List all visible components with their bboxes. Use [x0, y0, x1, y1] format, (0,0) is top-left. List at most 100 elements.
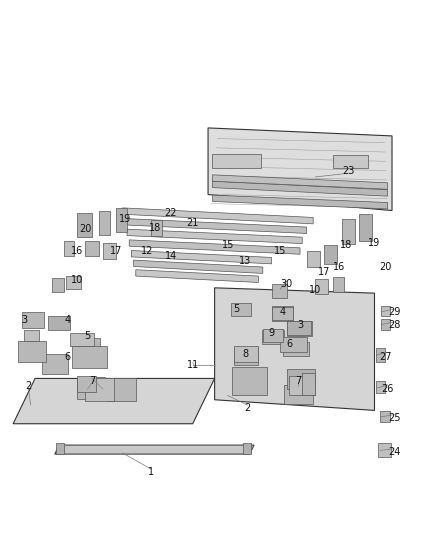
Text: 22: 22 [165, 208, 177, 218]
Polygon shape [324, 245, 337, 264]
Polygon shape [55, 445, 254, 454]
Text: 2: 2 [244, 403, 251, 413]
Polygon shape [212, 175, 388, 189]
Polygon shape [315, 279, 328, 294]
Polygon shape [272, 306, 293, 321]
Polygon shape [151, 220, 162, 236]
Text: 15: 15 [274, 246, 286, 255]
Polygon shape [77, 338, 100, 353]
Polygon shape [359, 214, 372, 241]
Polygon shape [212, 195, 388, 209]
Polygon shape [234, 346, 258, 362]
Polygon shape [99, 211, 110, 235]
Text: 16: 16 [71, 246, 83, 255]
Text: 20: 20 [79, 224, 92, 234]
Polygon shape [232, 367, 267, 395]
Polygon shape [42, 354, 68, 374]
Polygon shape [77, 213, 92, 237]
Text: 7: 7 [295, 376, 301, 386]
Polygon shape [376, 348, 385, 362]
Text: 8: 8 [242, 350, 248, 359]
Text: 29: 29 [388, 307, 400, 317]
Polygon shape [287, 321, 311, 335]
Polygon shape [77, 376, 96, 392]
Polygon shape [48, 316, 70, 330]
Polygon shape [131, 251, 272, 264]
Polygon shape [123, 208, 313, 224]
Text: 28: 28 [388, 320, 400, 330]
Text: 12: 12 [141, 246, 153, 255]
Polygon shape [127, 229, 302, 244]
Text: 15: 15 [222, 240, 234, 250]
Text: 7: 7 [89, 376, 95, 386]
Polygon shape [262, 330, 284, 344]
Text: 18: 18 [149, 223, 162, 233]
Polygon shape [13, 378, 215, 424]
Polygon shape [378, 443, 391, 457]
Polygon shape [212, 154, 261, 168]
Polygon shape [289, 376, 315, 395]
Text: 26: 26 [381, 384, 394, 394]
Polygon shape [24, 330, 39, 341]
Polygon shape [342, 219, 355, 244]
Text: 3: 3 [297, 320, 303, 330]
Text: 14: 14 [165, 251, 177, 261]
Text: 1: 1 [148, 467, 154, 477]
Text: 21: 21 [187, 218, 199, 228]
Polygon shape [231, 303, 251, 316]
Polygon shape [208, 128, 392, 211]
Polygon shape [333, 277, 344, 292]
Text: 9: 9 [268, 328, 275, 338]
Text: 4: 4 [279, 307, 286, 317]
Text: 19: 19 [119, 214, 131, 223]
Polygon shape [234, 348, 258, 365]
Text: 13: 13 [239, 256, 251, 266]
Polygon shape [381, 306, 390, 316]
Polygon shape [280, 337, 307, 352]
Text: 10: 10 [71, 275, 83, 285]
Polygon shape [107, 378, 136, 401]
Text: 18: 18 [340, 240, 352, 250]
Polygon shape [215, 288, 374, 410]
Text: 6: 6 [65, 352, 71, 362]
Text: 27: 27 [379, 352, 392, 362]
Polygon shape [333, 155, 368, 168]
Polygon shape [287, 321, 312, 336]
Polygon shape [287, 369, 315, 389]
Polygon shape [272, 307, 293, 320]
Text: 4: 4 [65, 315, 71, 325]
Polygon shape [134, 260, 263, 273]
Polygon shape [307, 251, 320, 266]
Polygon shape [381, 319, 390, 330]
Polygon shape [376, 381, 385, 393]
Polygon shape [22, 312, 44, 328]
Polygon shape [283, 342, 309, 356]
Polygon shape [70, 333, 94, 346]
Polygon shape [284, 385, 313, 404]
Polygon shape [77, 377, 105, 399]
Text: 2: 2 [25, 382, 32, 391]
Polygon shape [263, 329, 283, 342]
Text: 3: 3 [21, 315, 27, 325]
Polygon shape [103, 243, 116, 259]
Polygon shape [85, 378, 114, 401]
Polygon shape [18, 341, 46, 362]
Polygon shape [52, 278, 64, 292]
Text: 5: 5 [233, 304, 240, 314]
Text: 20: 20 [379, 262, 392, 271]
Polygon shape [380, 411, 390, 422]
Text: 24: 24 [388, 447, 400, 457]
Text: 11: 11 [187, 360, 199, 370]
Polygon shape [212, 181, 388, 196]
Polygon shape [129, 240, 300, 254]
Polygon shape [85, 241, 99, 256]
Polygon shape [66, 276, 81, 289]
Text: 23: 23 [342, 166, 354, 175]
Polygon shape [243, 443, 251, 454]
Polygon shape [72, 346, 107, 368]
Polygon shape [136, 270, 258, 282]
Text: 16: 16 [333, 262, 346, 271]
Polygon shape [56, 443, 64, 454]
Text: 17: 17 [318, 267, 330, 277]
Text: 6: 6 [286, 339, 292, 349]
